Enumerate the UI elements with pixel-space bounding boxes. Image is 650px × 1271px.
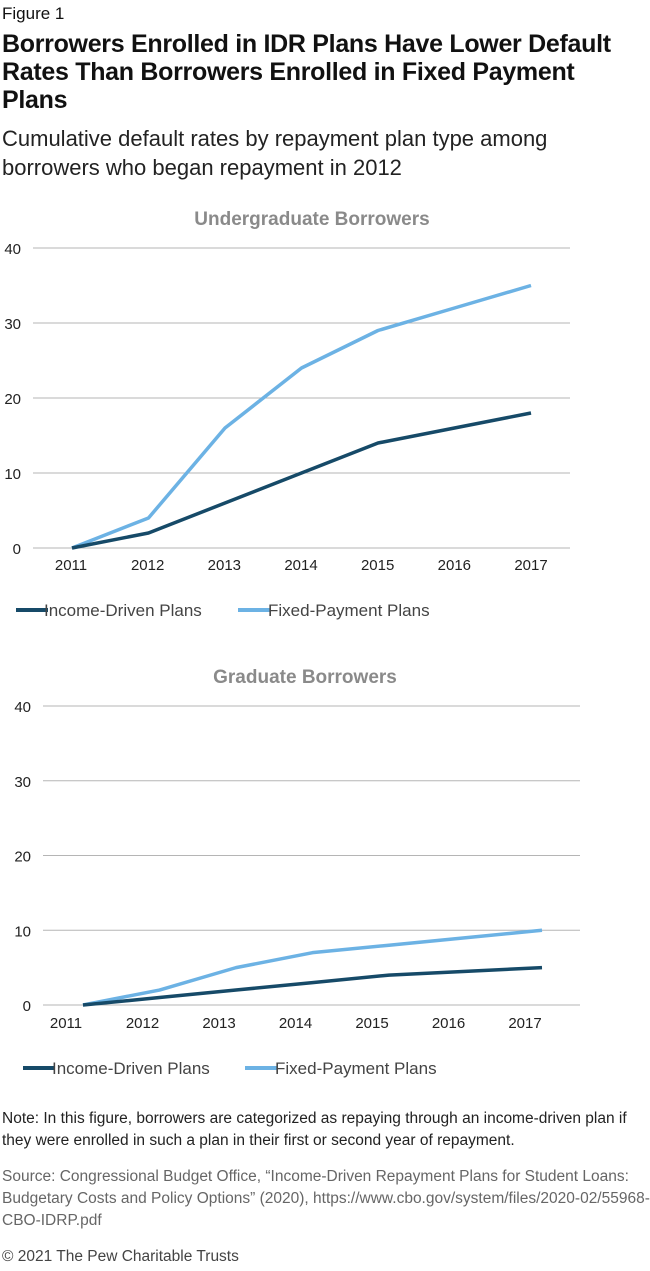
x-tick-label: 2015 [361,557,394,574]
legend-label: Fixed-Payment Plans [275,1059,437,1078]
y-tick-label: 20 [14,849,31,866]
x-tick-label: 2011 [55,557,87,574]
y-tick-label: 0 [23,998,31,1015]
y-tick-label: 10 [4,466,21,483]
legend-label: Income-Driven Plans [44,601,202,620]
y-tick-label: 30 [4,316,21,333]
x-tick-label: 2014 [284,557,317,574]
chart-title: Undergraduate Borrowers [194,209,429,230]
y-tick-label: 20 [4,391,21,408]
series-line-income-driven [82,965,543,1007]
x-tick-label: 2011 [50,1015,82,1032]
x-tick-label: 2017 [508,1015,541,1032]
series-line-fixed-payment [82,928,543,1007]
copyright: © 2021 The Pew Charitable Trusts [2,1248,239,1265]
y-tick-label: 30 [14,774,31,791]
x-tick-label: 2016 [438,557,471,574]
note: Note: In this figure, borrowers are cate… [2,1110,627,1149]
x-tick-label: 2012 [131,557,164,574]
x-tick-label: 2012 [126,1015,159,1032]
x-tick-label: 2016 [432,1015,465,1032]
y-tick-label: 40 [14,699,31,716]
series-line-fixed-payment [71,283,532,550]
legend-label: Income-Driven Plans [52,1059,210,1078]
chart-title: Graduate Borrowers [213,667,397,688]
figure-title: Borrowers Enrolled in IDR Plans Have Low… [2,30,611,114]
x-tick-label: 2013 [202,1015,235,1032]
y-tick-label: 10 [14,923,31,940]
x-tick-label: 2017 [514,557,547,574]
x-tick-label: 2014 [279,1015,312,1032]
figure-label: Figure 1 [2,4,65,23]
y-tick-label: 40 [4,241,21,258]
x-tick-label: 2013 [208,557,241,574]
legend-label: Fixed-Payment Plans [268,601,430,620]
x-tick-label: 2015 [355,1015,388,1032]
figure-subtitle: Cumulative default rates by repayment pl… [2,126,548,180]
series-line-income-driven [71,411,532,550]
y-tick-label: 0 [13,541,21,558]
source: Source: Congressional Budget Office, “In… [2,1168,650,1229]
